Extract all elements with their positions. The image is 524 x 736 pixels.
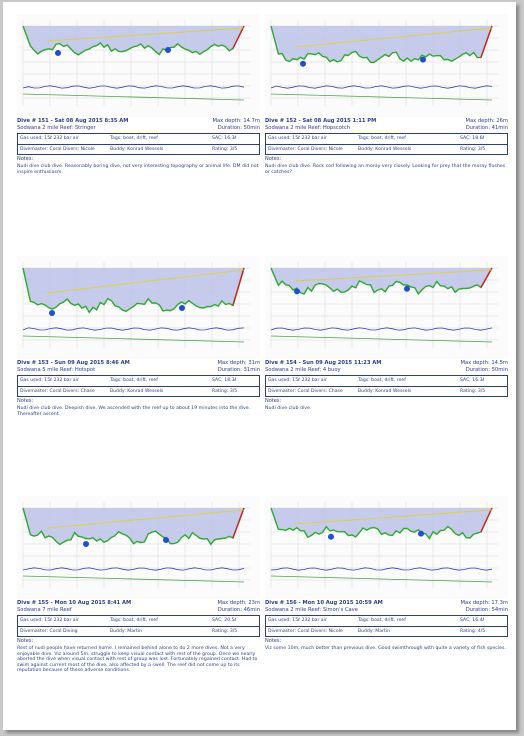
rating: Rating: 3/5 [460,147,486,152]
buddy: Buddy: Martin [358,629,390,634]
dive-duration: Duration: 41min [465,125,508,131]
dive-location: Sodwana 2 mile Reef: Hopscotch [265,125,351,131]
dive-duration: Duration: 31min [217,367,260,373]
notes-label: Notes: [265,638,282,644]
dive-location: Sodwana 2 mile Reef: Simon's Cave [265,607,358,613]
dive-notes: Viz some 10m, much better than previous … [265,646,506,651]
dive-info-table: Gas used: 15ℓ 232 bar air Tags: boat, dr… [265,375,508,397]
dive-info-table: Gas used: 15ℓ 232 bar air Tags: boat, dr… [17,375,260,397]
dive-tags: Tags: boat, drift, reef [110,618,158,623]
divemaster: Divemaster: Coral Divers: Nicole [268,629,343,634]
gas-used: Gas used: 15ℓ 232 bar air [268,618,327,623]
dive-info-table: Gas used: 15ℓ 232 bar air Tags: boat, dr… [265,615,508,637]
dive-info-table: Gas used: 15ℓ 232 bar air Tags: boat, dr… [17,133,260,155]
dive-info-table: Gas used: 15ℓ 232 bar air Tags: boat, dr… [265,133,508,155]
dive-tags: Tags: boat, drift, reef [358,378,406,383]
gas-used: Gas used: 15ℓ 232 bar air [268,378,327,383]
divemaster: Divemaster: Coral Divers: Nicole [20,147,95,152]
dive-notes: Nudi dive club dive. Rock cod following … [265,164,506,175]
dive-title: Dive # 151 - Sat 08 Aug 2015 8:35 AM [17,118,129,124]
notes-label: Notes: [17,398,34,404]
dive-info-table: Gas used: 15ℓ 232 bar air Tags: boat, dr… [17,615,260,637]
sac-rate: SAC: 18.6ℓ [460,136,485,141]
dive-profile-chart [17,256,260,359]
logbook-page: Dive # 151 - Sat 08 Aug 2015 8:35 AM Max … [3,2,516,730]
buddy: Buddy: Konrad Wessels [110,147,164,152]
notes-label: Notes: [17,156,34,162]
dive-title: Dive # 155 - Mon 10 Aug 2015 8:41 AM [17,600,132,606]
dive-tags: Tags: boat, drift, reef [110,136,158,141]
gas-used: Gas used: 15ℓ 232 bar air [20,378,79,383]
notes-label: Notes: [17,638,34,644]
notes-label: Notes: [265,156,282,162]
rating: Rating: 3/5 [460,389,486,394]
divemaster: Divemaster: Coral Divers: Nicole [268,147,343,152]
dive-duration: Duration: 50min [217,125,260,131]
max-depth: Max depth: 26m [465,118,508,124]
sac-rate: SAC: 20.5ℓ [212,618,237,623]
dive-title: Dive # 152 - Sat 08 Aug 2015 1:11 PM [265,118,377,124]
dive-duration: Duration: 46min [217,607,260,613]
dive-title: Dive # 153 - Sun 09 Aug 2015 8:46 AM [17,360,130,366]
dive-notes: Rest of nudi people have returned home. … [17,646,258,674]
dive-profile-chart [265,496,508,599]
dive-tags: Tags: boat, drift, reef [110,378,158,383]
dive-title: Dive # 154 - Sun 09 Aug 2015 11:23 AM [265,360,382,366]
dive-notes: Nudi dive club dive. Deepish dive. We as… [17,406,251,417]
dive-title: Dive # 156 - Mon 10 Aug 2015 10:59 AM [265,600,383,606]
max-depth: Max depth: 31m [217,360,260,366]
dive-profile-chart [17,14,260,117]
max-depth: Max depth: 14.7m [212,118,260,124]
rating: Rating: 3/5 [212,389,238,394]
rating: Rating: 4/5 [460,629,486,634]
sac-rate: SAC: 16.3ℓ [460,378,485,383]
max-depth: Max depth: 17.3m [460,600,508,606]
buddy: Buddy: Martin [110,629,142,634]
dive-location: Sodwana 7 mile Reef [17,607,72,613]
buddy: Buddy: Konrad Wessels [358,389,412,394]
dive-tags: Tags: boat, drift, reef [358,618,406,623]
sac-rate: SAC: 18.3ℓ [212,378,237,383]
dive-location: Sodwana 2 mile Reef: 4 buoy [265,367,341,373]
dive-location: Sodwana 2 mile Reef: Stringer [17,125,96,131]
notes-label: Notes: [265,398,282,404]
rating: Rating: 3/5 [212,629,238,634]
dive-profile-chart [265,256,508,359]
dive-duration: Duration: 54min [465,607,508,613]
divemaster: Divemaster: Coral Diving [20,629,78,634]
dive-tags: Tags: boat, drift, reef [358,136,406,141]
dive-notes: Nudi dive club dive. Reasonably boring d… [17,164,259,175]
gas-used: Gas used: 15ℓ 232 bar air [268,136,327,141]
max-depth: Max depth: 14.5m [460,360,508,366]
buddy: Buddy: Konrad Wessels [110,389,164,394]
gas-used: Gas used: 15ℓ 232 bar air [20,618,79,623]
rating: Rating: 3/5 [212,147,238,152]
dive-location: Sodwana 5 mile Reef: Hotspot [17,367,96,373]
sac-rate: SAC: 16.3ℓ [212,136,237,141]
max-depth: Max depth: 23m [217,600,260,606]
dive-notes: Nudi dive club dive. [265,406,312,411]
sac-rate: SAC: 16.4ℓ [460,618,485,623]
gas-used: Gas used: 15ℓ 232 bar air [20,136,79,141]
divemaster: Divemaster: Coral Divers: Chase [268,389,343,394]
dive-profile-chart [17,496,260,599]
dive-duration: Duration: 50min [465,367,508,373]
buddy: Buddy: Konrad Wessels [358,147,412,152]
divemaster: Divemaster: Coral Divers: Chase [20,389,95,394]
dive-profile-chart [265,14,508,117]
